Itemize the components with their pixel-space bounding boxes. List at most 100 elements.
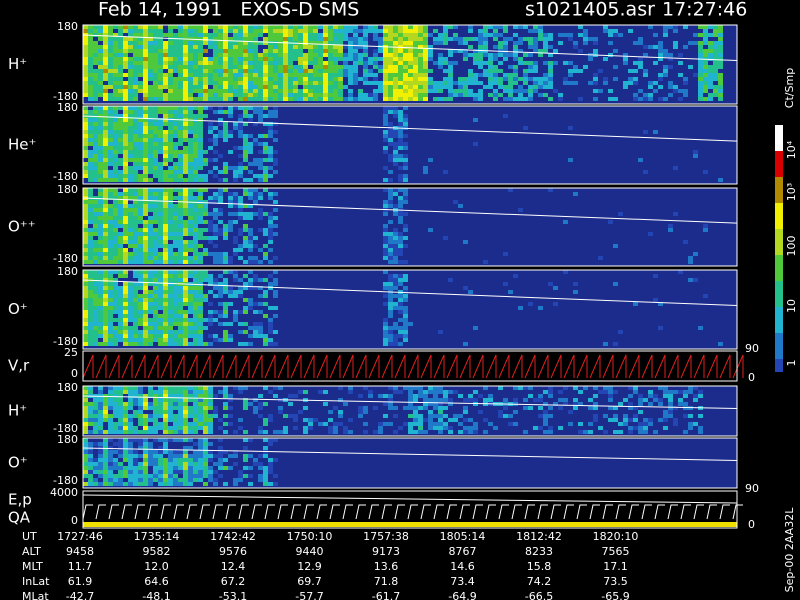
spectrum-cell: [248, 57, 253, 61]
spectrum-cell: [583, 29, 588, 33]
spectrum-cell: [198, 256, 203, 260]
spectrum-cell: [133, 290, 138, 294]
footer-value: 74.2: [527, 575, 552, 588]
spectrum-cell: [233, 248, 238, 252]
spectrum-cell: [163, 314, 168, 318]
spectrum-cell: [283, 57, 288, 61]
spectrum-cell: [103, 454, 108, 458]
spectrum-cell: [168, 196, 173, 200]
spectrum-cell: [178, 25, 183, 29]
spectrum-cell: [423, 61, 428, 65]
spectrum-cell: [613, 418, 618, 422]
spectrum-cell: [203, 466, 208, 470]
spectrum-cell: [243, 154, 248, 158]
spectrum-cell: [268, 130, 273, 134]
spectrum-cell: [258, 278, 263, 282]
spectrum-cell: [388, 278, 393, 282]
spectrum-cell: [113, 208, 118, 212]
footer-value: 1727:46: [57, 530, 103, 543]
spectrum-cell: [468, 89, 473, 93]
spectrum-cell: [298, 49, 303, 53]
spectrum-cell: [153, 208, 158, 212]
spectrum-cell: [173, 256, 178, 260]
spectrum-cell: [158, 142, 163, 146]
spectrum-cell: [198, 61, 203, 65]
spectrum-cell: [168, 306, 173, 310]
spectrum-cell: [543, 49, 548, 53]
spectrum-cell: [388, 110, 393, 114]
spectrum-cell: [168, 390, 173, 394]
spectrum-cell: [343, 45, 348, 49]
spectrum-cell: [93, 322, 98, 326]
spectrum-cell: [98, 174, 103, 178]
spectrum-cell: [258, 53, 263, 57]
spectrum-cell: [233, 73, 238, 77]
spectrum-cell: [213, 414, 218, 418]
spectrum-cell: [223, 49, 228, 53]
spectrum-cell: [503, 25, 508, 29]
spectrum-cell: [423, 41, 428, 45]
spectrum-cell: [88, 138, 93, 142]
spectrum-cell: [498, 41, 503, 45]
spectrum-cell: [233, 212, 238, 216]
spectrum-cell: [148, 294, 153, 298]
spectrum-cell: [143, 166, 148, 170]
spectrum-cell: [178, 170, 183, 174]
spectrum-cell: [603, 77, 608, 81]
spectrum-cell: [383, 61, 388, 65]
spectrum-cell: [263, 338, 268, 342]
spectrum-cell: [713, 69, 718, 73]
spectrum-cell: [423, 406, 428, 410]
spectrum-cell: [88, 81, 93, 85]
spectrum-cell: [398, 326, 403, 330]
spectrum-cell: [228, 89, 233, 93]
spectrum-cell: [643, 426, 648, 430]
spectrum-cell: [473, 426, 478, 430]
spectrum-cell: [128, 142, 133, 146]
spectrum-cell: [518, 89, 523, 93]
spectrum-cell: [438, 406, 443, 410]
spectrum-cell: [98, 466, 103, 470]
spectrum-cell: [173, 470, 178, 474]
spectrum-cell: [443, 426, 448, 430]
spectrum-cell: [128, 244, 133, 248]
spectrum-cell: [188, 166, 193, 170]
spectrum-cell: [113, 236, 118, 240]
spectrum-cell: [263, 430, 268, 434]
spectrum-cell: [508, 93, 513, 97]
spectrum-cell: [178, 142, 183, 146]
spectrum-cell: [188, 204, 193, 208]
spectrum-cell: [128, 25, 133, 29]
spectrum-cell: [303, 37, 308, 41]
spectrum-cell: [388, 77, 393, 81]
spectrum-cell: [113, 466, 118, 470]
spectrum-cell: [113, 106, 118, 110]
spectrum-cell: [118, 65, 123, 69]
spectrum-cell: [498, 61, 503, 65]
spectrum-cell: [88, 220, 93, 224]
spectrum-cell: [388, 260, 393, 264]
spectrum-cell: [118, 474, 123, 478]
spectrum-cell: [428, 386, 433, 390]
spectrum-cell: [368, 25, 373, 29]
spectrum-cell: [213, 69, 218, 73]
panel-label: O⁺: [8, 454, 28, 472]
spectrum-cell: [108, 426, 113, 430]
spectrum-cell: [658, 398, 663, 402]
spectrum-cell: [253, 25, 258, 29]
spectrum-cell: [388, 274, 393, 278]
spectrum-cell: [243, 192, 248, 196]
spectrum-cell: [623, 57, 628, 61]
spectrum-cell: [208, 77, 213, 81]
spectrum-cell: [268, 318, 273, 322]
spectrum-cell: [233, 314, 238, 318]
spectrum-cell: [173, 438, 178, 442]
spectrum-cell: [213, 150, 218, 154]
spectrum-cell: [93, 232, 98, 236]
spectrum-cell: [153, 338, 158, 342]
spectrum-cell: [633, 77, 638, 81]
spectrum-cell: [243, 310, 248, 314]
spectrum-cell: [118, 322, 123, 326]
spectrum-cell: [263, 49, 268, 53]
spectrum-cell: [138, 73, 143, 77]
